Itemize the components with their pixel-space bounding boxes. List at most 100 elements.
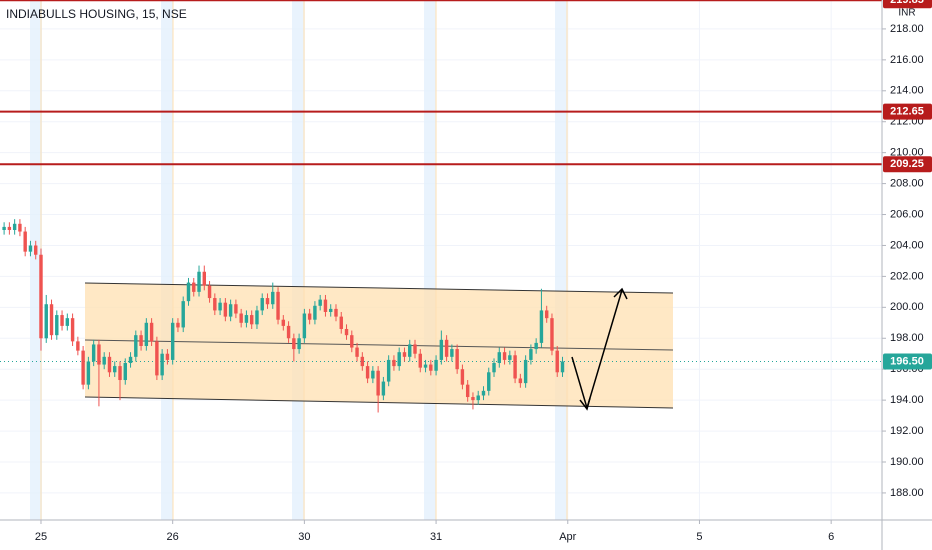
candle-body	[107, 356, 112, 373]
candle-body	[350, 335, 354, 348]
candle-body	[276, 291, 280, 320]
candle-body	[70, 318, 75, 342]
candle-body	[23, 231, 27, 252]
candle-body	[286, 325, 291, 339]
x-tick-label: Apr	[559, 531, 576, 543]
candle-body	[39, 254, 43, 339]
candle-body	[281, 319, 286, 326]
candle-body	[550, 318, 554, 351]
candle-body	[465, 384, 470, 398]
y-tick-label: 192.00	[890, 425, 924, 437]
time-axis-bg	[0, 520, 932, 550]
candle-body	[371, 370, 375, 379]
candle-body	[44, 304, 48, 339]
channel-middle	[84, 339, 674, 351]
candle-body	[544, 310, 549, 319]
candle-body	[265, 298, 270, 305]
y-tick-label: 214.00	[890, 85, 924, 97]
price-axis-bg	[882, 0, 932, 550]
candle-body	[102, 356, 106, 365]
candle-body	[12, 223, 17, 230]
candle-body	[297, 338, 301, 350]
candle-body	[397, 352, 401, 367]
candle-body	[539, 310, 544, 343]
candle-body	[476, 395, 480, 401]
candle-body	[134, 335, 138, 357]
candle-body	[192, 282, 196, 292]
candle-body	[255, 310, 259, 325]
candle-body	[302, 313, 307, 339]
x-tick-label: 31	[430, 531, 442, 543]
candle-body	[555, 350, 559, 373]
candle-body	[429, 364, 433, 371]
candle-body	[160, 353, 164, 376]
candle-body	[223, 302, 228, 317]
candle-body	[323, 299, 328, 312]
candle-body	[513, 355, 517, 379]
candle-body	[365, 366, 370, 379]
candle-body	[34, 245, 38, 255]
currency-label: INR	[898, 8, 915, 19]
candle-body	[97, 344, 101, 365]
candle-body	[271, 291, 275, 305]
price-badge-label: 212.65	[890, 106, 924, 118]
candle-body	[55, 315, 59, 336]
candle-body	[207, 285, 212, 299]
candle-body	[423, 364, 428, 368]
candle-body	[49, 304, 54, 336]
price-badge	[883, 0, 932, 9]
y-tick-label: 200.00	[890, 301, 924, 313]
candle-body	[450, 349, 454, 357]
candle-body	[123, 363, 127, 381]
candle-body	[249, 315, 254, 325]
candle-body	[181, 301, 185, 328]
y-tick-label: 206.00	[890, 208, 924, 220]
candles	[2, 219, 565, 413]
x-tick-label: 30	[298, 531, 310, 543]
candle-body	[239, 313, 243, 323]
price-badge-label: 196.50	[890, 355, 924, 367]
candle-body	[213, 298, 217, 311]
candle-body	[91, 344, 96, 362]
candle-body	[444, 339, 449, 357]
y-tick-label: 216.00	[890, 54, 924, 66]
candle-body	[334, 308, 338, 317]
forecast-arrows	[571, 287, 628, 411]
candle-body	[65, 318, 70, 326]
candle-body	[81, 350, 85, 385]
candle-body	[202, 271, 207, 286]
session-band	[555, 0, 567, 520]
candle-body	[413, 344, 417, 354]
candle-body	[260, 298, 264, 311]
candle-body	[118, 366, 122, 381]
candle-body	[402, 352, 407, 357]
candle-body	[165, 353, 170, 360]
y-tick-label: 202.00	[890, 270, 924, 282]
candle-body	[2, 226, 6, 230]
arrow-head	[613, 287, 628, 300]
candle-body	[460, 369, 465, 385]
candle-body	[376, 370, 380, 396]
x-tick-label: 26	[167, 531, 179, 543]
candle-body	[386, 359, 391, 382]
candle-body	[139, 335, 143, 346]
candle-body	[318, 299, 322, 306]
candle-body	[170, 322, 175, 360]
candle-body	[244, 315, 249, 323]
y-tick-label: 204.00	[890, 239, 924, 251]
y-tick-label: 218.00	[890, 23, 924, 35]
candle-body	[523, 359, 528, 384]
candle-body	[313, 305, 317, 320]
candle-body	[392, 359, 396, 367]
candle-body	[329, 308, 333, 312]
candle-body	[28, 245, 33, 252]
candle-body	[492, 363, 496, 373]
y-tick-label: 188.00	[890, 487, 924, 499]
candle-body	[18, 223, 22, 232]
arrow-head	[579, 397, 591, 411]
x-tick-label: 6	[828, 531, 834, 543]
candle-body	[534, 342, 538, 350]
candle-body	[218, 302, 222, 311]
